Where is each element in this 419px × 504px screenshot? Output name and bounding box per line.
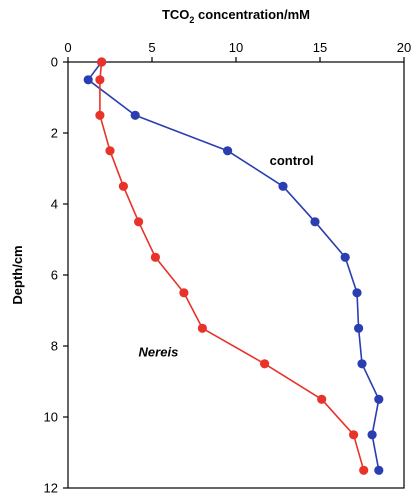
data-point-control <box>367 430 377 440</box>
series-layer <box>83 57 384 475</box>
y-tick-label: 12 <box>44 481 58 496</box>
data-point-control <box>352 288 362 298</box>
y-tick-label: 8 <box>51 339 58 354</box>
series-line-control <box>87 61 380 471</box>
data-point-nereis <box>317 394 327 404</box>
x-tick-label: 20 <box>397 40 411 55</box>
series-label-control: control <box>270 153 314 168</box>
data-point-nereis <box>95 75 105 85</box>
x-tick-label: 5 <box>148 40 155 55</box>
x-tick-label: 15 <box>313 40 327 55</box>
axes: 0 5 10 15 20 0 2 4 6 8 10 12 <box>44 40 412 496</box>
data-point-nereis <box>260 359 270 369</box>
data-point-control <box>223 146 233 156</box>
series-line-nereis <box>99 61 365 471</box>
data-point-control <box>278 181 288 191</box>
y-tick-label: 10 <box>44 410 58 425</box>
data-point-nereis <box>197 323 207 333</box>
data-point-nereis <box>105 146 115 156</box>
x-axis-title: TCO2 concentration/mM <box>162 7 310 25</box>
data-point-nereis <box>349 430 359 440</box>
y-tick-label: 2 <box>51 126 58 141</box>
data-point-control <box>357 359 367 369</box>
data-point-nereis <box>95 110 105 120</box>
x-tick-label: 0 <box>64 40 71 55</box>
data-point-control <box>83 75 93 85</box>
data-point-control <box>354 323 364 333</box>
data-point-control <box>130 110 140 120</box>
data-point-control <box>340 252 350 262</box>
x-axis-title-main: TCO <box>162 7 189 22</box>
y-axis-title: Depth/cm <box>10 245 25 304</box>
plot-frame <box>67 61 405 489</box>
x-tick-label: 10 <box>229 40 243 55</box>
x-axis-title-subscript: 2 <box>189 15 194 25</box>
data-point-nereis <box>359 465 369 475</box>
x-axis-title-rest: concentration/mM <box>194 7 310 22</box>
data-point-nereis <box>97 57 107 67</box>
data-point-nereis <box>179 288 189 298</box>
y-tick-label: 4 <box>51 197 58 212</box>
data-point-nereis <box>134 217 144 227</box>
data-point-control <box>374 465 384 475</box>
labels: TCO2 concentration/mM Depth/cm control N… <box>10 7 314 360</box>
data-point-control <box>310 217 320 227</box>
data-point-control <box>374 394 384 404</box>
data-point-nereis <box>118 181 128 191</box>
data-point-nereis <box>150 252 160 262</box>
y-tick-label: 6 <box>51 268 58 283</box>
series-nereis <box>95 57 369 475</box>
series-control <box>83 57 384 475</box>
series-label-nereis: Nereis <box>139 345 179 360</box>
y-tick-label: 0 <box>51 55 58 70</box>
